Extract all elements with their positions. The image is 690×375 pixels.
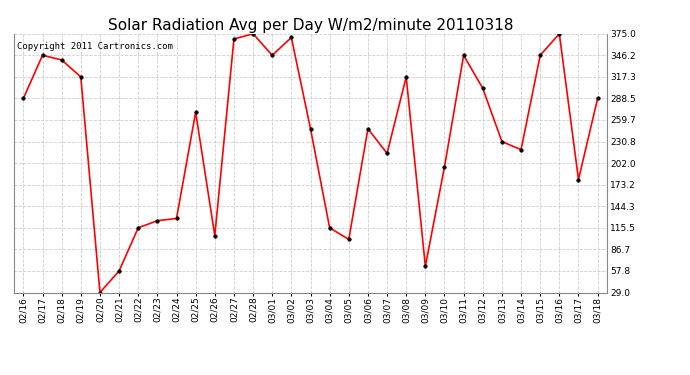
Text: Copyright 2011 Cartronics.com: Copyright 2011 Cartronics.com [17, 42, 172, 51]
Title: Solar Radiation Avg per Day W/m2/minute 20110318: Solar Radiation Avg per Day W/m2/minute … [108, 18, 513, 33]
